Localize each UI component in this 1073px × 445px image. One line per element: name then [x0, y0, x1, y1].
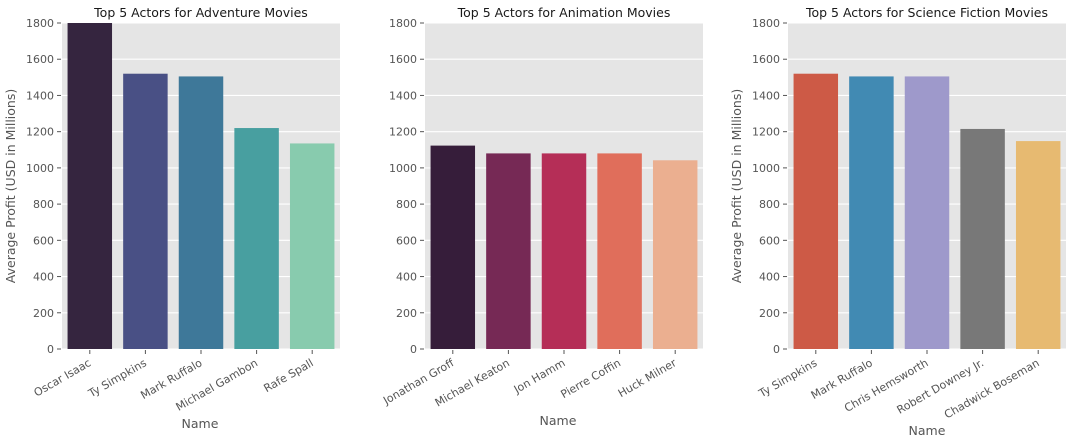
y-tick-label: 600: [759, 234, 780, 247]
y-tick-label: 1800: [752, 17, 780, 30]
y-tick-label: 200: [33, 307, 54, 320]
bar-5: [652, 160, 698, 349]
x-tick-label: Pierre Coffin: [558, 356, 623, 401]
y-tick-label: 800: [33, 198, 54, 211]
chart-panel-1: 0 200 400 600 800 1000 1200 1400 1600 1800 Oscar I…: [3, 5, 340, 431]
y-axis-label: Average Profit (USD in Millions): [3, 89, 18, 283]
bar-4: [234, 128, 279, 349]
y-tick-label: 1400: [752, 89, 780, 102]
y-tick-label: 200: [396, 307, 417, 320]
y-tick-label: 1400: [26, 89, 54, 102]
x-axis-label: Name: [909, 423, 946, 438]
x-tick-label: Rafe Spall: [261, 356, 315, 395]
y-tick-label: 800: [759, 198, 780, 211]
bar-3: [541, 153, 587, 349]
y-tick-label: 1600: [26, 53, 54, 66]
y-tick-label: 400: [396, 271, 417, 284]
y-tick-label: 200: [759, 307, 780, 320]
chart-title: Top 5 Actors for Science Fiction Movies: [805, 5, 1048, 20]
y-tick-label: 1600: [389, 53, 417, 66]
bar-2: [123, 73, 168, 349]
bar-3: [904, 76, 950, 349]
x-tick-label: Huck Milner: [616, 356, 679, 400]
y-axis-label: Average Profit (USD in Millions): [729, 89, 744, 283]
y-tick-label: 1200: [389, 126, 417, 139]
bar-1: [67, 23, 113, 349]
y-tick-label: 1600: [752, 53, 780, 66]
y-tick-label: 1400: [389, 89, 417, 102]
y-tick-label: 1000: [26, 162, 54, 175]
y-tick-label: 800: [396, 198, 417, 211]
y-tick-label: 1800: [389, 17, 417, 30]
x-tick-label: Oscar Isaac: [32, 356, 94, 399]
bar-5: [289, 143, 335, 349]
y-tick-label: 600: [33, 234, 54, 247]
y-tick-label: 0: [47, 343, 54, 356]
x-axis-label: Name: [540, 413, 577, 428]
bar-4: [597, 153, 642, 349]
y-tick-label: 1200: [752, 126, 780, 139]
x-tick-label: Chadwick Boseman: [942, 356, 1042, 421]
y-tick-label: 1000: [752, 162, 780, 175]
bar-1: [793, 73, 839, 349]
y-tick-label: 1800: [26, 17, 54, 30]
bar-5: [1015, 141, 1061, 349]
bar-3: [178, 76, 224, 349]
chart-title: Top 5 Actors for Animation Movies: [457, 5, 671, 20]
bar-2: [486, 153, 531, 349]
y-tick-label: 0: [410, 343, 417, 356]
y-tick-label: 400: [759, 271, 780, 284]
chart-title: Top 5 Actors for Adventure Movies: [93, 5, 308, 20]
y-tick-label: 1200: [26, 126, 54, 139]
y-tick-label: 0: [773, 343, 780, 356]
y-tick-label: 600: [396, 234, 417, 247]
chart-panel-2: 020040060080010001200140016001800Jonatha…: [380, 5, 703, 428]
y-tick-label: 1000: [389, 162, 417, 175]
bar-1: [430, 145, 476, 349]
y-tick-label: 400: [33, 271, 54, 284]
x-axis-label: Name: [182, 416, 219, 431]
bar-4: [960, 128, 1005, 349]
bar-2: [849, 76, 894, 349]
